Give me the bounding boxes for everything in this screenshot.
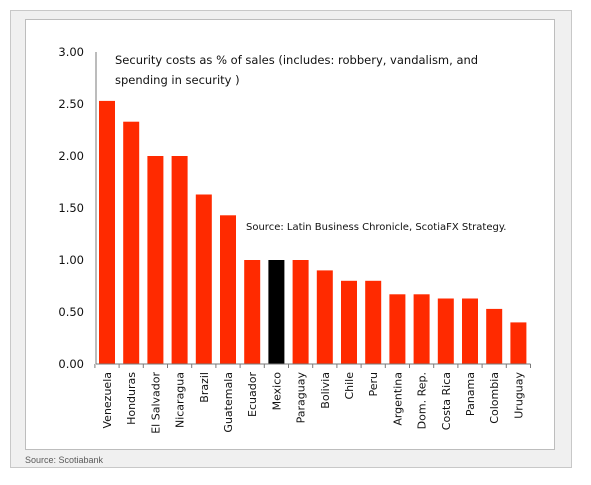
- x-tick-label: Chile: [343, 372, 356, 400]
- x-axis: Venezuela Honduras El Salvador Nicaragua Bra…: [94, 363, 531, 434]
- y-tick-label: 0.50: [58, 305, 84, 319]
- bar-venezuela: [99, 100, 115, 365]
- bar-bolivia: [316, 270, 333, 364]
- bar-nicaragua: [171, 156, 188, 364]
- x-tick-label: Peru: [367, 372, 380, 397]
- bar-guatemala: [220, 215, 236, 364]
- x-tick-label: El Salvador: [149, 372, 162, 434]
- x-tick-label: Bolivia: [319, 372, 332, 409]
- chart-panel: 0.00 0.50 1.00 1.50 2.00 2.50 3.00 Venezuela Ho…: [25, 19, 555, 450]
- chart-title: Security costs as % of sales (includes: …: [115, 53, 478, 87]
- bar-chile: [341, 280, 357, 364]
- y-tick-label: 1.50: [58, 201, 84, 215]
- y-tick-label: 2.00: [58, 149, 84, 163]
- bar-chart: 0.00 0.50 1.00 1.50 2.00 2.50 3.00 Venezuela Ho…: [58, 45, 531, 434]
- bar-ecuador: [244, 260, 261, 364]
- bar-paraguay: [292, 260, 309, 364]
- x-tick-label: Venezuela: [101, 372, 114, 429]
- bar-costa-rica: [437, 298, 454, 364]
- bar-brazil: [195, 194, 212, 364]
- bar-honduras: [123, 121, 140, 364]
- y-tick-label: 0.00: [58, 357, 84, 371]
- bar-peru: [365, 280, 382, 364]
- bar-colombia: [486, 308, 503, 364]
- x-tick-label: Dom. Rep.: [416, 372, 429, 429]
- x-tick-label: Guatemala: [222, 372, 235, 433]
- y-tick-label: 3.00: [58, 45, 84, 59]
- y-tick-label: 2.50: [58, 97, 84, 111]
- y-tick-label: 1.00: [58, 253, 84, 267]
- x-tick-label: Uruguay: [512, 372, 525, 419]
- x-tick-label: Panama: [464, 372, 477, 416]
- chart-annotation: Source: Latin Business Chronicle, Scotia…: [246, 222, 507, 233]
- bar-argentina: [389, 294, 406, 364]
- x-tick-label: Mexico: [270, 372, 283, 411]
- x-tick-label: Ecuador: [246, 372, 259, 417]
- bar-uruguay: [510, 322, 527, 364]
- chart-frame: 0.00 0.50 1.00 1.50 2.00 2.50 3.00 Venezuela Ho…: [10, 10, 572, 468]
- bar-panama: [462, 298, 478, 364]
- bar-el-salvador: [147, 156, 164, 364]
- x-tick-label: Brazil: [198, 372, 211, 403]
- x-tick-label: Nicaragua: [174, 372, 187, 428]
- y-axis: 0.00 0.50 1.00 1.50 2.00 2.50 3.00: [58, 45, 97, 371]
- x-tick-label: Costa Rica: [440, 372, 453, 430]
- x-tick-label: Argentina: [391, 372, 404, 426]
- chart-title-line: spending in security ): [115, 73, 240, 87]
- bars: [99, 100, 527, 365]
- bar-dom-rep: [413, 294, 430, 364]
- x-tick-label: Paraguay: [295, 372, 308, 424]
- bar-mexico: [268, 260, 285, 364]
- source-footer: Source: Scotiabank: [25, 455, 104, 465]
- x-tick-label: Honduras: [125, 372, 138, 425]
- x-tick-label: Colombia: [488, 372, 501, 424]
- chart-title-line: Security costs as % of sales (includes: …: [115, 53, 478, 67]
